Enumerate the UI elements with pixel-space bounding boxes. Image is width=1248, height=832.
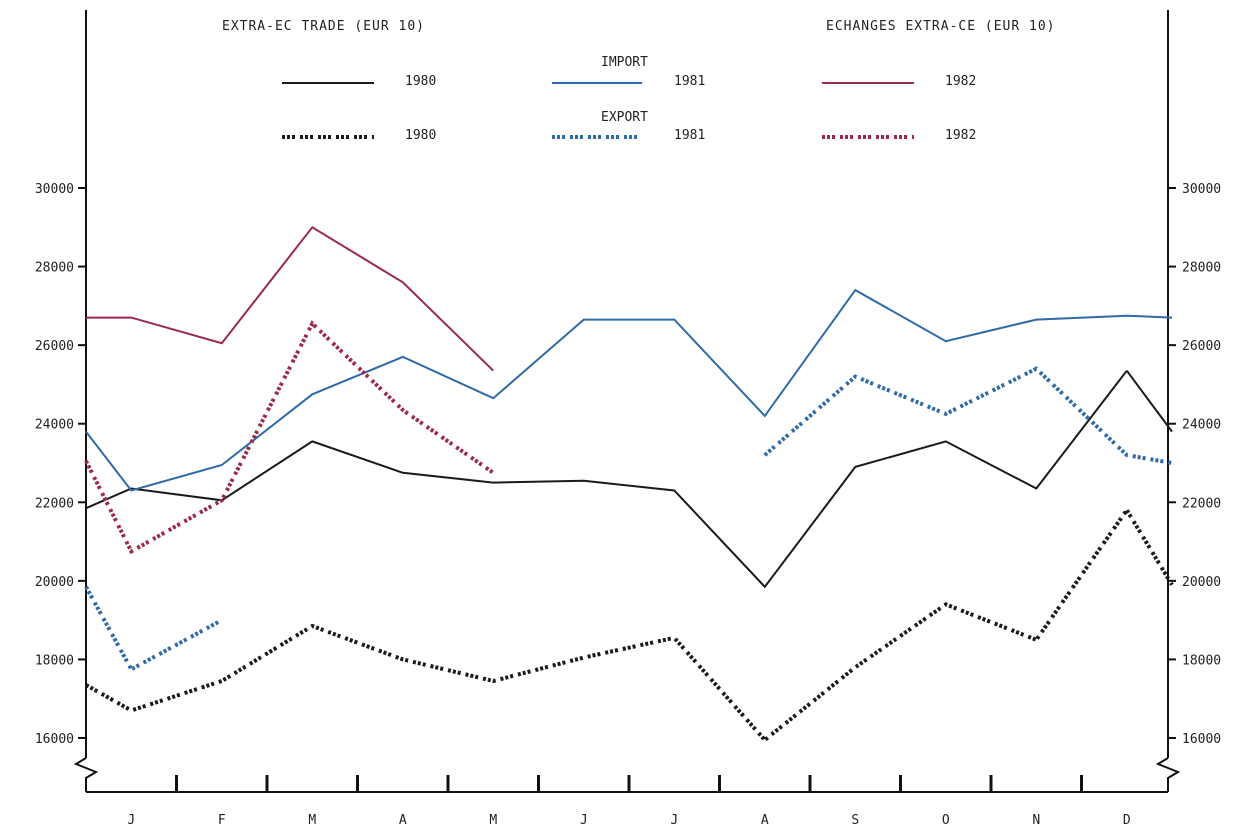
y-tick-label-left: 18000 bbox=[35, 653, 74, 668]
legend-export-1980: 1980 bbox=[405, 128, 436, 143]
legend-export-label: EXPORT bbox=[601, 110, 648, 125]
legend-export-1981: 1981 bbox=[674, 128, 705, 143]
legend: IMPORT EXPORT 1980 1981 1982 1980 1981 1… bbox=[282, 55, 976, 143]
y-tick-label-right: 24000 bbox=[1182, 418, 1221, 433]
y-tick-label-right: 26000 bbox=[1182, 339, 1221, 354]
month-label: J bbox=[127, 813, 135, 828]
y-tick-label-left: 22000 bbox=[35, 496, 74, 511]
y-tick-label-left: 24000 bbox=[35, 418, 74, 433]
month-label: M bbox=[489, 813, 497, 828]
y-tick-label-right: 28000 bbox=[1182, 261, 1221, 276]
title-right: ECHANGES EXTRA-CE (EUR 10) bbox=[826, 19, 1056, 34]
line-export-1980 bbox=[85, 506, 1174, 743]
y-tick-label-right: 16000 bbox=[1182, 732, 1221, 747]
month-label: S bbox=[851, 813, 859, 828]
left-axis-break bbox=[73, 757, 99, 792]
line-export-1982 bbox=[84, 320, 495, 555]
right-axis-break bbox=[1155, 757, 1181, 792]
title-left: EXTRA-EC TRADE (EUR 10) bbox=[222, 19, 425, 34]
y-tick-label-right: 20000 bbox=[1182, 575, 1221, 590]
y-tick-label-left: 20000 bbox=[35, 575, 74, 590]
legend-import-label: IMPORT bbox=[601, 55, 648, 70]
legend-import-1981: 1981 bbox=[674, 74, 705, 89]
y-tick-label-left: 30000 bbox=[35, 182, 74, 197]
month-label: F bbox=[218, 813, 226, 828]
y-tick-label-right: 18000 bbox=[1182, 653, 1221, 668]
y-tick-label-right: 30000 bbox=[1182, 182, 1221, 197]
y-tick-label-left: 28000 bbox=[35, 261, 74, 276]
y-axis-ticks: 16000 16000 18000 18000 20000 20000 22000 22000… bbox=[35, 182, 1221, 747]
line-import-1980 bbox=[1125, 370, 1173, 433]
month-label: M bbox=[308, 813, 316, 828]
month-label: O bbox=[942, 813, 950, 828]
line-import-1982 bbox=[86, 225, 494, 372]
series-lines bbox=[84, 225, 1174, 743]
legend-import-1982: 1982 bbox=[945, 74, 976, 89]
month-label: A bbox=[761, 813, 769, 828]
month-label: J bbox=[580, 813, 588, 828]
line-export-1981 bbox=[763, 366, 1173, 465]
y-tick-label-left: 26000 bbox=[35, 339, 74, 354]
month-label: D bbox=[1123, 813, 1131, 828]
month-label: N bbox=[1032, 813, 1040, 828]
chart-frame bbox=[73, 10, 1181, 793]
y-tick-label-left: 16000 bbox=[35, 732, 74, 747]
month-label: A bbox=[399, 813, 407, 828]
y-tick-label-right: 22000 bbox=[1182, 496, 1221, 511]
month-label: J bbox=[670, 813, 678, 828]
legend-import-1980: 1980 bbox=[405, 74, 436, 89]
legend-export-1982: 1982 bbox=[945, 128, 976, 143]
line-import-1981 bbox=[85, 288, 1173, 492]
line-export-1981 bbox=[84, 585, 223, 673]
